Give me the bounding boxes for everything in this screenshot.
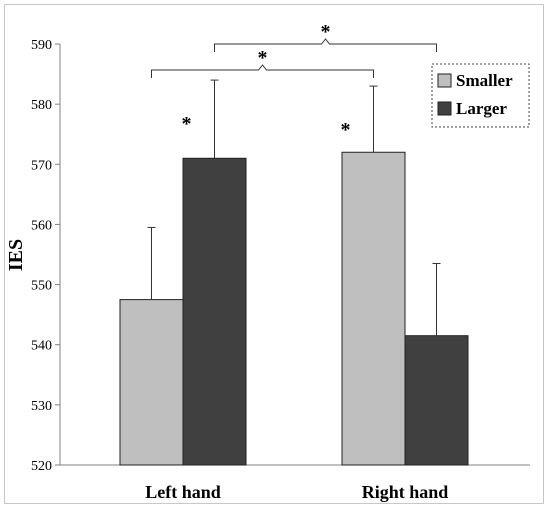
bracket-asterisk: * (321, 21, 331, 43)
significance-bracket (214, 38, 437, 52)
x-axis: Left hand Right hand (60, 464, 530, 502)
y-tick-label: 580 (31, 98, 52, 113)
legend-swatch-smaller (437, 73, 452, 88)
significance-bracket (151, 64, 374, 78)
legend-label-smaller: Smaller (456, 71, 513, 90)
y-tick-label: 530 (31, 399, 52, 414)
significance-annotations: * * * * (151, 21, 437, 141)
error-bars (147, 79, 441, 336)
legend-swatch-larger (437, 101, 452, 116)
y-tick-label: 570 (31, 158, 52, 173)
y-axis-label: IES (5, 239, 27, 271)
significance-asterisk: * (182, 113, 192, 135)
bracket-asterisk: * (258, 47, 268, 69)
x-tick-label: Left hand (145, 482, 221, 502)
y-tick-label: 590 (31, 38, 52, 53)
legend: Smaller Larger (431, 63, 530, 128)
bars (119, 151, 469, 466)
y-tick-label: 560 (31, 218, 52, 233)
y-axis: 520 530 540 550 560 570 580 590 (31, 38, 61, 474)
y-tick-label: 540 (31, 339, 52, 354)
bar-larger-left-hand (182, 157, 247, 466)
y-tick-label: 520 (31, 459, 52, 474)
bar-larger-right-hand (404, 335, 469, 466)
bar-smaller-right-hand (341, 151, 406, 466)
significance-asterisk: * (341, 119, 351, 141)
y-tick-label: 550 (31, 279, 52, 294)
bar-smaller-left-hand (119, 299, 184, 466)
legend-label-larger: Larger (456, 99, 507, 118)
x-tick-label: Right hand (362, 482, 449, 502)
